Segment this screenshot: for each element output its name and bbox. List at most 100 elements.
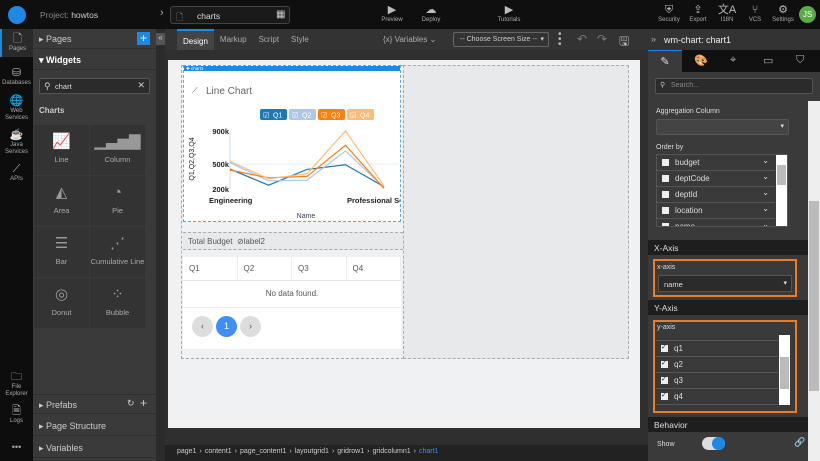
preview-button[interactable]: ▶ Preview xyxy=(378,3,406,23)
tab-script[interactable]: Script xyxy=(258,35,280,44)
rail-databases[interactable]: ⛁ Databases xyxy=(0,67,33,87)
add-page-button[interactable]: + xyxy=(137,32,150,45)
page-structure-section[interactable]: ▸ Page Structure xyxy=(33,416,156,436)
widget-bar[interactable]: ☰ Bar xyxy=(34,227,89,277)
checkbox[interactable] xyxy=(662,191,669,198)
series-line-q3[interactable] xyxy=(229,144,385,189)
breadcrumb-item[interactable]: content1 xyxy=(204,448,232,455)
security-tab-shield-icon[interactable]: ⛉ xyxy=(796,54,805,66)
show-toggle[interactable] xyxy=(702,437,725,450)
tutorials-button[interactable]: ▶ Tutorials xyxy=(489,3,529,23)
undo-icon[interactable]: ↶ xyxy=(577,32,588,46)
widget-search-input[interactable]: ⚲ chart ✕ xyxy=(39,78,150,94)
y-axis-list[interactable]: q1 q2 q3 q4 xyxy=(656,335,786,407)
settings-button[interactable]: ⚙ Settings xyxy=(769,3,797,23)
security-button[interactable]: ⛨ Security xyxy=(655,3,683,23)
variables-dropdown[interactable]: {x} Variables ⌄ xyxy=(383,35,437,44)
widget-cumulative-line[interactable]: ⋰ Cumulative Line xyxy=(90,227,145,277)
properties-tab-pencil-icon[interactable]: ✎ xyxy=(648,50,682,72)
chevron-down-icon[interactable]: ⌄ xyxy=(762,156,769,165)
checkbox-checked[interactable] xyxy=(661,391,668,401)
column-header[interactable]: Q1 xyxy=(183,257,238,280)
checkbox[interactable] xyxy=(662,175,669,182)
breadcrumb-item[interactable]: layoutgrid1 xyxy=(294,448,329,455)
widgets-section[interactable]: ▾ Widgets xyxy=(33,50,156,70)
legend-item-q1[interactable] xyxy=(260,109,287,120)
rail-more[interactable]: ••• xyxy=(11,442,22,452)
tab-design[interactable]: Design xyxy=(177,29,214,50)
legend-item-q4[interactable] xyxy=(347,109,374,120)
chart-widget[interactable]: ✚ chart1 ⟋ Line Chart ☑ Q1 ☑ Q2 ☑ Q3 ☑ Q4 900k 500k… xyxy=(183,65,401,222)
chevron-down-icon[interactable]: ⌄ xyxy=(762,172,769,181)
y-axis-item[interactable]: q2 xyxy=(656,357,778,373)
widget-line[interactable]: 📈 Line xyxy=(34,125,89,175)
link-icon[interactable]: 🔗 xyxy=(794,437,806,447)
breadcrumb-item[interactable]: gridrow1 xyxy=(337,448,365,455)
export-button[interactable]: ⇪ Export xyxy=(684,3,712,23)
style-tab-palette-icon[interactable]: 🎨 xyxy=(694,55,708,67)
x-axis-select[interactable]: name ▾ xyxy=(658,275,792,292)
order-by-item[interactable]: name ⌄ xyxy=(657,219,775,227)
panel-scrollbar[interactable] xyxy=(808,101,820,461)
redo-icon[interactable]: ↷ xyxy=(597,32,608,46)
widget-area[interactable]: ◭ Area xyxy=(34,176,89,226)
variables-section[interactable]: ▸ Variables xyxy=(33,438,156,458)
widget-tag[interactable]: ✚ chart1 xyxy=(184,66,400,71)
next-page-button[interactable]: › xyxy=(240,316,261,337)
widget-bubble[interactable]: ⁘ Bubble xyxy=(90,278,145,328)
y-axis-item[interactable]: q4 xyxy=(656,389,778,405)
rail-web-services[interactable]: 🌐 Web Services xyxy=(0,95,33,122)
scrollbar-thumb[interactable] xyxy=(777,165,786,185)
devices-tab-icon[interactable]: ▭ xyxy=(763,55,774,67)
order-by-item[interactable]: deptId ⌄ xyxy=(657,187,775,203)
y-axis-scrollbar[interactable] xyxy=(779,335,790,405)
checkbox-checked[interactable] xyxy=(661,375,668,385)
refresh-icon[interactable]: ↻ xyxy=(127,398,135,408)
breadcrumb-item[interactable]: gridcolumn1 xyxy=(372,448,411,455)
collapse-panel-button[interactable]: « xyxy=(156,33,165,45)
events-tab-cursor-icon[interactable]: ⌖ xyxy=(730,54,737,66)
chevron-down-icon[interactable]: ⌄ xyxy=(762,220,769,227)
widget-donut[interactable]: ◎ Donut xyxy=(34,278,89,328)
grid-column-empty[interactable] xyxy=(403,65,629,359)
order-by-list[interactable]: budget ⌄ deptCode ⌄ deptId ⌄ location ⌄ name ⌄ xyxy=(656,154,788,227)
legend-item-q3[interactable] xyxy=(318,109,345,120)
vcs-button[interactable]: ⑂ VCS xyxy=(741,3,769,23)
checkbox-checked[interactable] xyxy=(661,343,668,353)
breadcrumb-item[interactable]: page1 xyxy=(177,448,197,455)
series-line-q4[interactable] xyxy=(229,130,385,187)
chevron-down-icon[interactable]: ⌄ xyxy=(762,188,769,197)
rail-file-explorer[interactable]: 🗀 File Explorer xyxy=(0,371,33,398)
rail-apis[interactable]: ⟋ APIs xyxy=(0,163,33,183)
page-selector[interactable]: 🗋 charts ▦ xyxy=(170,6,290,24)
scrollbar-thumb[interactable] xyxy=(809,201,819,391)
checkbox[interactable] xyxy=(662,159,669,166)
checkbox-checked[interactable] xyxy=(661,359,668,369)
prefabs-section[interactable]: ▸ Prefabs ↻ + xyxy=(33,394,156,414)
page-1-button[interactable]: 1 xyxy=(216,316,237,337)
breadcrumb-item[interactable]: chart1 xyxy=(418,448,439,455)
scrollbar-thumb[interactable] xyxy=(780,357,789,389)
widget-pie[interactable]: ◔ Pie xyxy=(90,176,145,226)
tab-style[interactable]: Style xyxy=(291,35,309,44)
tab-markup[interactable]: Markup xyxy=(219,35,247,44)
more-vertical-icon[interactable]: • • • xyxy=(558,29,562,50)
chevron-down-icon[interactable]: ⌄ xyxy=(762,204,769,213)
column-header[interactable]: Q4 xyxy=(347,257,401,280)
prev-page-button[interactable]: ‹ xyxy=(192,316,213,337)
expand-icon[interactable]: » xyxy=(651,34,657,44)
rail-java-services[interactable]: ☕ Java Services xyxy=(0,129,33,156)
screen-size-select[interactable]: -- Choose Screen Size -- ▾ xyxy=(453,32,549,47)
column-header[interactable]: Q2 xyxy=(238,257,292,280)
property-search-input[interactable]: ⚲ Search... xyxy=(655,78,813,94)
checkbox[interactable] xyxy=(662,207,669,214)
widget-column[interactable]: ▁▃▅▇ Column xyxy=(90,125,145,175)
save-icon[interactable]: 🖫 xyxy=(619,34,630,48)
app-logo[interactable] xyxy=(8,6,26,24)
avatar[interactable]: JS xyxy=(799,6,816,23)
y-axis-item[interactable]: q3 xyxy=(656,373,778,389)
y-axis-item[interactable]: q1 xyxy=(656,341,778,357)
order-by-scrollbar[interactable] xyxy=(776,155,787,226)
series-line-q1[interactable] xyxy=(229,164,385,188)
pages-section[interactable]: ▸ Pages + xyxy=(33,29,156,49)
